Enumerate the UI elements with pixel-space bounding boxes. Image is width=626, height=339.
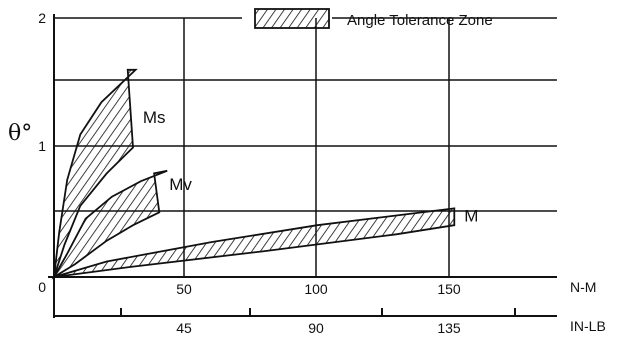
x-tick-label-nm: 50 [176,281,192,297]
x-tick-label-inlb: 45 [176,320,192,336]
inlb-minor-ticks [120,308,516,316]
tolerance-zone-mv [51,169,168,280]
axes [48,14,557,318]
curve-label-m: M [464,206,478,225]
y-axis-label: θ° [8,121,32,146]
x-axis-label-nm: N-M [570,279,596,295]
curve-label-mv: Mv [169,175,192,194]
y-tick-label: 0 [38,279,46,295]
legend-label: Angle Tolerance Zone [347,12,493,29]
x-tick-label-nm: 100 [304,281,328,297]
curve-label-ms: Ms [143,108,166,127]
curve-labels: Ms Mv M [143,108,478,225]
x-tick-label-nm: 150 [437,281,461,297]
tolerance-zones [51,68,456,280]
tolerance-zone-ms [53,68,138,278]
legend-swatch [254,8,330,29]
x-tick-label-inlb: 90 [308,320,324,336]
x-axis-label-inlb: IN-LB [570,318,606,334]
y-tick-label: 2 [38,10,46,26]
tolerance-zone-m [53,207,456,278]
y-tick-label: 1 [38,138,46,154]
legend: Angle Tolerance Zone [254,8,493,29]
x-tick-label-inlb: 135 [437,320,461,336]
